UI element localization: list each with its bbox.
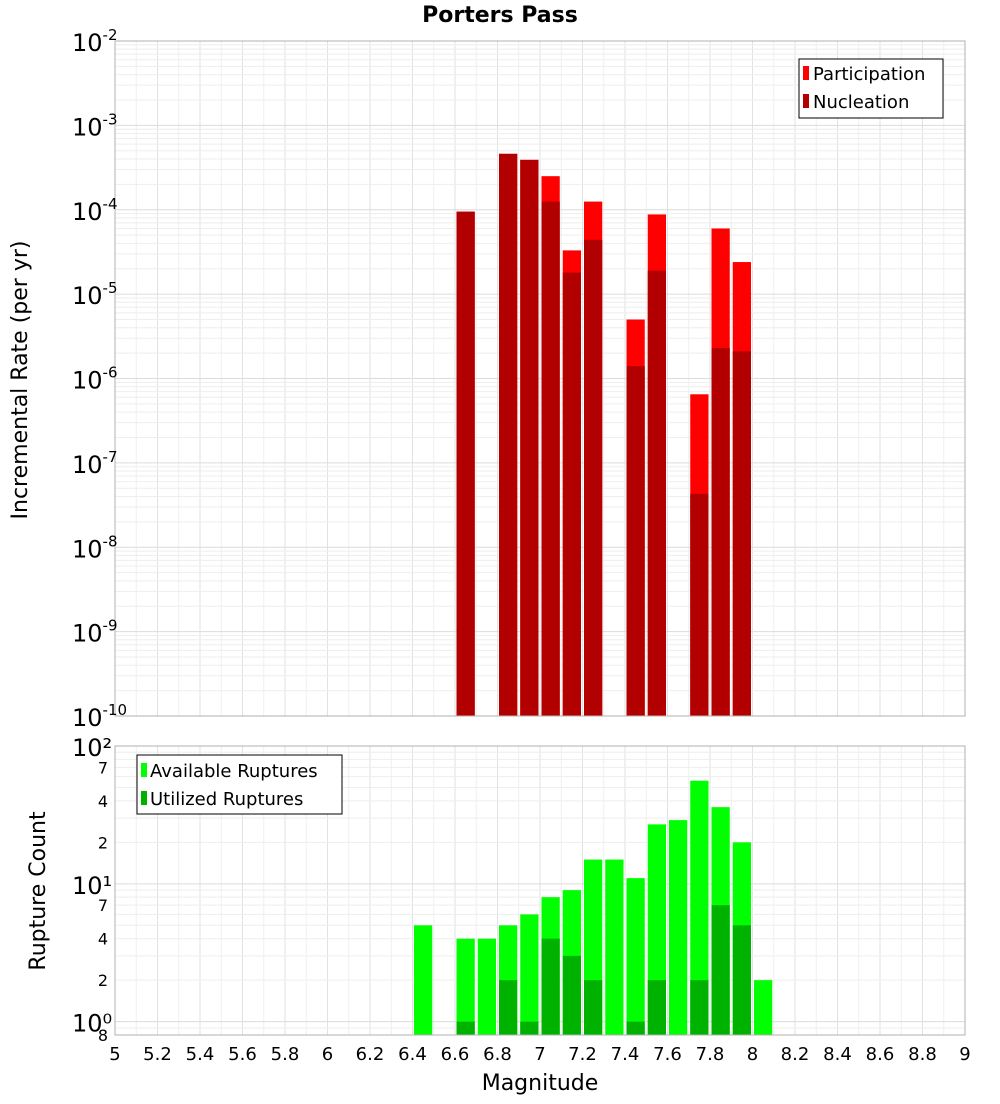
rate-y-tick-label: 10-9: [72, 617, 118, 648]
rate-legend-box: [798, 58, 944, 119]
x-tick-label: 7.8: [696, 1044, 725, 1065]
rate-panel-grid: [114, 40, 966, 717]
x-tick-label: 9: [959, 1044, 970, 1065]
count-y-major-label: 10²: [72, 734, 112, 762]
count-panel-frame: [114, 745, 966, 1036]
rate-bar-nucleation: [690, 493, 709, 716]
count-bar-available-ruptures: [414, 925, 433, 1035]
count-y-ticks: 10⁰ 10¹ 10² 8 2 4 7 2 4 7: [72, 734, 112, 1045]
count-bar-available-ruptures: [669, 820, 688, 1035]
x-tick-label: 7.6: [653, 1044, 682, 1065]
rate-bar-nucleation: [541, 201, 560, 716]
rate-bars: [456, 153, 751, 717]
chart-title: Porters Pass: [422, 3, 578, 28]
x-tick-label: 8.6: [866, 1044, 895, 1065]
rate-y-ticks: 10-10 10-9 10-8 10-7 10-6 10-5 10-4 10-3 10-2: [72, 26, 127, 732]
x-tick-label: 5.8: [271, 1044, 300, 1065]
rate-legend-swatch: [803, 66, 809, 80]
x-tick-label: 8.4: [823, 1044, 852, 1065]
x-tick-label: 7.4: [611, 1044, 640, 1065]
count-legend-box: [136, 754, 343, 815]
rate-legend: Participation Nucleation: [798, 58, 944, 119]
x-tick-label: 5.6: [228, 1044, 257, 1065]
count-bar-available-ruptures: [477, 938, 496, 1035]
rate-bar-nucleation: [456, 211, 475, 716]
x-tick-label: 6.4: [398, 1044, 427, 1065]
count-bar-utilized-ruptures: [541, 938, 560, 1035]
count-y-minor-label: 4: [98, 930, 108, 949]
count-y-minor-label: 7: [98, 896, 108, 915]
count-bar-available-ruptures: [626, 878, 645, 1035]
x-tick-label: 5.4: [186, 1044, 215, 1065]
count-x-ticks: 5 5.2 5.4 5.6 5.8 6 6.2 6.4 6.6 6.8 7 7.2 7.4 7.6 7.8 8…: [109, 1044, 970, 1065]
rate-bar-nucleation: [562, 272, 581, 716]
count-bar-utilized-ruptures: [626, 1021, 645, 1035]
rate-y-tick-label: 10-3: [72, 110, 118, 141]
rate-y-tick-label: 10-7: [72, 448, 118, 479]
count-y-minor-label: 2: [98, 971, 108, 990]
rate-y-tick-label: 10-8: [72, 532, 118, 563]
x-tick-label: 5: [109, 1044, 120, 1065]
count-legend-swatch: [141, 791, 147, 805]
rate-y-tick-label: 10-5: [72, 279, 118, 310]
count-y-axis-label: Rupture Count: [26, 811, 51, 971]
rate-y-tick-label: 10-4: [72, 195, 118, 226]
count-bar-utilized-ruptures: [647, 980, 666, 1035]
count-bar-utilized-ruptures: [690, 980, 709, 1035]
x-tick-label: 7: [534, 1044, 545, 1065]
x-tick-label: 8.8: [908, 1044, 937, 1065]
count-y-minor-label: 4: [98, 792, 108, 811]
count-legend-label: Utilized Ruptures: [150, 789, 303, 810]
rate-bar-nucleation: [499, 153, 518, 716]
count-y-major-label: 10⁰: [72, 1010, 112, 1038]
x-tick-label: 5.2: [143, 1044, 172, 1065]
count-bar-available-ruptures: [605, 859, 624, 1035]
count-legend: Available Ruptures Utilized Ruptures: [136, 754, 343, 815]
rate-bar-nucleation: [732, 351, 751, 716]
rate-panel-frame: [114, 40, 966, 717]
count-legend-swatch: [141, 763, 147, 777]
x-tick-label: 6.2: [356, 1044, 385, 1065]
count-bar-utilized-ruptures: [499, 980, 518, 1035]
rate-y-tick-label: 10-6: [72, 364, 118, 395]
count-bar-utilized-ruptures: [520, 1021, 539, 1035]
x-tick-label: 8: [747, 1044, 758, 1065]
count-bar-utilized-ruptures: [711, 905, 730, 1035]
rate-legend-swatch: [803, 94, 809, 108]
count-y-minor-label: 8: [98, 1026, 108, 1045]
rate-legend-label: Nucleation: [813, 92, 909, 113]
rate-y-tick-label: 10-2: [72, 26, 118, 57]
rate-y-axis-label: Incremental Rate (per yr): [8, 241, 33, 520]
count-bar-available-ruptures: [754, 980, 773, 1035]
count-bar-available-ruptures: [690, 780, 709, 1035]
count-bar-available-ruptures: [456, 938, 475, 1035]
rate-bar-nucleation: [711, 347, 730, 716]
count-y-major-label: 10¹: [72, 872, 112, 900]
count-bar-utilized-ruptures: [562, 955, 581, 1035]
x-tick-label: 8.2: [781, 1044, 810, 1065]
count-bars: [414, 780, 773, 1035]
x-tick-label: 7.2: [568, 1044, 597, 1065]
count-bar-utilized-ruptures: [732, 925, 751, 1035]
x-tick-label: 6.8: [483, 1044, 512, 1065]
count-bar-available-ruptures: [520, 914, 539, 1035]
rate-legend-label: Participation: [813, 64, 925, 85]
x-tick-label: 6: [322, 1044, 333, 1065]
rate-y-tick-label: 10-10: [72, 701, 127, 732]
count-legend-label: Available Ruptures: [150, 761, 318, 782]
rate-bar-nucleation: [584, 239, 603, 716]
count-y-minor-label: 7: [98, 758, 108, 777]
rate-bar-nucleation: [626, 366, 645, 716]
count-bar-utilized-ruptures: [456, 1021, 475, 1035]
count-y-minor-label: 2: [98, 833, 108, 852]
rate-bar-nucleation: [520, 159, 539, 717]
rate-bar-nucleation: [647, 270, 666, 716]
x-axis-label: Magnitude: [482, 1071, 599, 1096]
count-bar-utilized-ruptures: [584, 980, 603, 1035]
x-tick-label: 6.6: [441, 1044, 470, 1065]
